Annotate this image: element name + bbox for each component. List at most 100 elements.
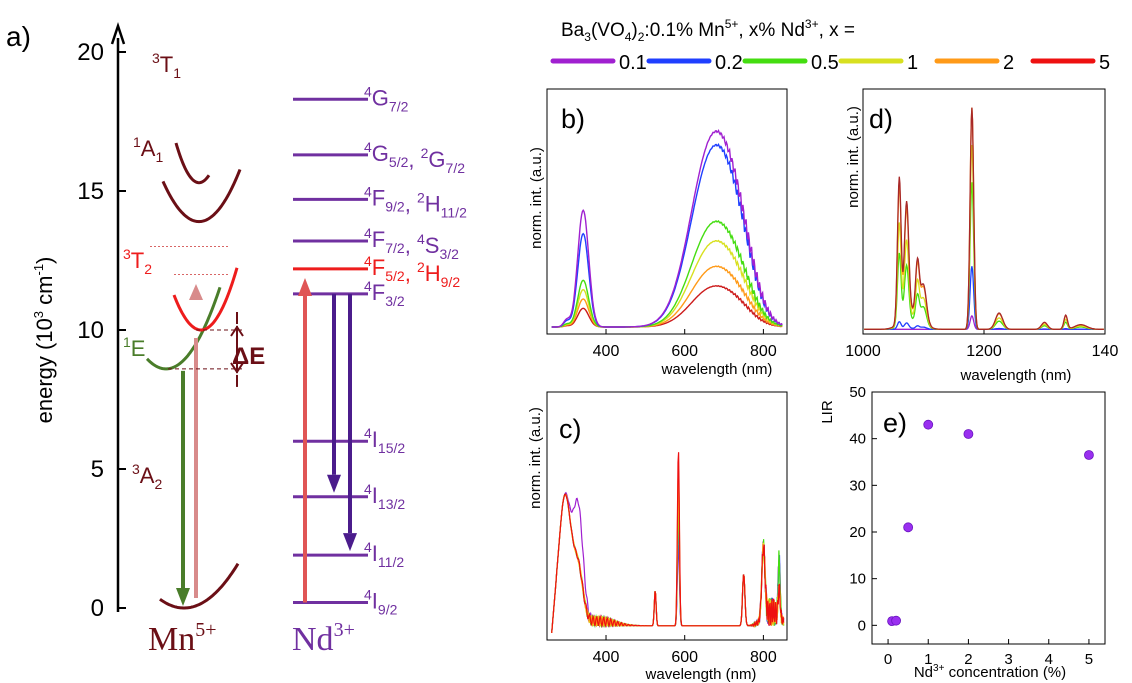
legend-label-0: 0.1 — [619, 52, 647, 74]
ticks-c: 400 600 800 — [593, 635, 777, 666]
ylabel-e: LIR — [819, 400, 836, 424]
legend-label-5: 5 — [1099, 52, 1110, 74]
ticks-b: 400 600 800 — [593, 329, 777, 360]
nd-level-label: 4G5/2, 2G7/2 — [364, 139, 465, 176]
panel-label-a: a) — [6, 21, 31, 52]
axis-label-energy: energy (103 cm-1) — [31, 257, 57, 424]
delta-e-label: ΔE — [232, 343, 265, 370]
y-tick-label: 50 — [849, 384, 866, 401]
xlabel-c: wavelength (nm) — [645, 666, 757, 683]
panel-c: c) norm. int. (a.u.) wavelength (nm) 400… — [527, 391, 788, 683]
series-d-1 — [864, 144, 1104, 330]
series-c — [551, 452, 785, 633]
legend-label-3: 1 — [907, 52, 918, 74]
potential-curve-1a1 — [161, 168, 242, 224]
mn-ion-label: Mn5+ — [148, 619, 217, 658]
legend-header: Ba3(VO4)2:0.1% Mn5+, x% Nd3+, x = 0.1 0.2… — [550, 17, 1110, 74]
energy-tick-label: 5 — [91, 456, 104, 483]
x-tick-label: 600 — [671, 649, 698, 666]
x-tick-label: 140 — [1092, 343, 1119, 360]
energy-axis-arrow — [110, 22, 126, 45]
nd-level-label: 4I11/2 — [364, 539, 404, 570]
y-tick-label: 40 — [849, 431, 866, 448]
potential-curve-3t2 — [172, 267, 239, 332]
series-b-1 — [551, 239, 783, 328]
energy-tick-label: 20 — [77, 39, 104, 66]
series-b-2 — [551, 265, 783, 328]
nd-emission-arrowhead-2 — [343, 533, 357, 552]
nd-level-label: 4I9/2 — [364, 586, 398, 617]
x-tick-label: 800 — [750, 649, 777, 666]
x-tick-label: 1200 — [966, 343, 1002, 360]
mn-state-labels: 3A2 1E 3T2 1A1 3T1 — [123, 50, 181, 492]
mn-state-label-3t1: 3T1 — [152, 50, 181, 81]
xlabel-d: wavelength (nm) — [960, 367, 1072, 384]
legend-items: 0.1 0.2 0.5 1 2 5 — [550, 52, 1110, 74]
plot-frame-d — [862, 88, 1106, 335]
plot-frame-b — [546, 88, 788, 335]
y-tick-label: 20 — [849, 524, 866, 541]
panel-label-d: d) — [869, 104, 893, 134]
potential-curve-1e — [145, 286, 222, 371]
legend-label-2: 0.5 — [811, 52, 839, 74]
plot-frame-e — [871, 391, 1106, 645]
delta-e-cap-top — [230, 325, 244, 337]
xlabel-b: wavelength (nm) — [661, 361, 773, 378]
x-tick-label: 1000 — [845, 343, 881, 360]
y-tick-label: 0 — [858, 617, 866, 634]
potential-curve-3a2 — [159, 562, 240, 610]
x-tick-label: 3 — [1004, 651, 1012, 668]
nd-level-label: 4F5/2, 2H9/2 — [364, 253, 460, 290]
mn-state-label-1e: 1E — [123, 334, 145, 361]
ylabel-b: norm. int. (a.u.) — [528, 147, 545, 249]
x-tick-label: 400 — [593, 343, 620, 360]
mn-excitation-arrowhead — [189, 284, 203, 300]
nd-excitation-arrowhead — [298, 277, 312, 296]
series-b-0.1 — [551, 129, 783, 328]
x-tick-label: 1 — [924, 651, 932, 668]
nd-level-label: 4I15/2 — [364, 425, 405, 456]
y-tick-label: 30 — [849, 477, 866, 494]
series-d-5 — [864, 107, 1104, 330]
x-tick-label: 5 — [1085, 651, 1093, 668]
x-tick-label: 2 — [964, 651, 972, 668]
nd-level-label: 4F9/2, 2H11/2 — [364, 183, 467, 220]
panel-a: a) energy (103 cm-1) 0 5 10 15 20 3A2 1E 3T2 1A… — [6, 21, 467, 658]
panel-d: d) norm. int. (a.u.) wavelength (nm) 100… — [845, 88, 1119, 384]
energy-tick-label: 0 — [91, 595, 104, 622]
data-point-e — [963, 429, 974, 439]
series-b-5 — [551, 285, 783, 328]
x-tick-label: 800 — [750, 343, 777, 360]
transition-arrows — [150, 246, 244, 606]
legend-formula: Ba3(VO4)2:0.1% Mn5+, x% Nd3+, x = — [561, 17, 855, 44]
nd-energy-levels — [293, 97, 368, 604]
x-tick-label: 400 — [593, 649, 620, 666]
nd-level-label: 4G7/2 — [364, 83, 409, 114]
mn-state-label-3t2: 3T2 — [123, 246, 152, 277]
potential-curve-3t1 — [174, 142, 211, 185]
points-e — [887, 419, 1094, 627]
nd-level-label: 4F7/2, 4S3/2 — [364, 225, 459, 262]
data-point-e — [1084, 450, 1094, 460]
series-c-5 — [551, 452, 785, 633]
plot-frame-c — [546, 391, 788, 641]
panel-label-e: e) — [883, 408, 907, 438]
x-tick-label: 0 — [884, 651, 892, 668]
ylabel-c: norm. int. (a.u.) — [527, 407, 544, 509]
y-tick-label: 10 — [849, 571, 866, 588]
nd-emission-arrowhead-1 — [327, 474, 341, 493]
x-tick-label: 600 — [671, 343, 698, 360]
nd-ion-label: Nd3+ — [292, 619, 355, 658]
mn-state-label-3a2: 3A2 — [132, 461, 162, 492]
energy-tick-label: 15 — [77, 178, 104, 205]
series-d — [864, 107, 1104, 330]
panel-e: e) LIR Nd3+ concentration (%) 0 1 2 3 4 50102… — [819, 384, 1106, 681]
mn-emission-arrowhead — [176, 588, 190, 606]
series-d-2 — [864, 107, 1104, 330]
series-b-0.5 — [551, 220, 783, 328]
series-b — [551, 129, 783, 328]
ylabel-d: norm. int. (a.u.) — [845, 106, 862, 208]
